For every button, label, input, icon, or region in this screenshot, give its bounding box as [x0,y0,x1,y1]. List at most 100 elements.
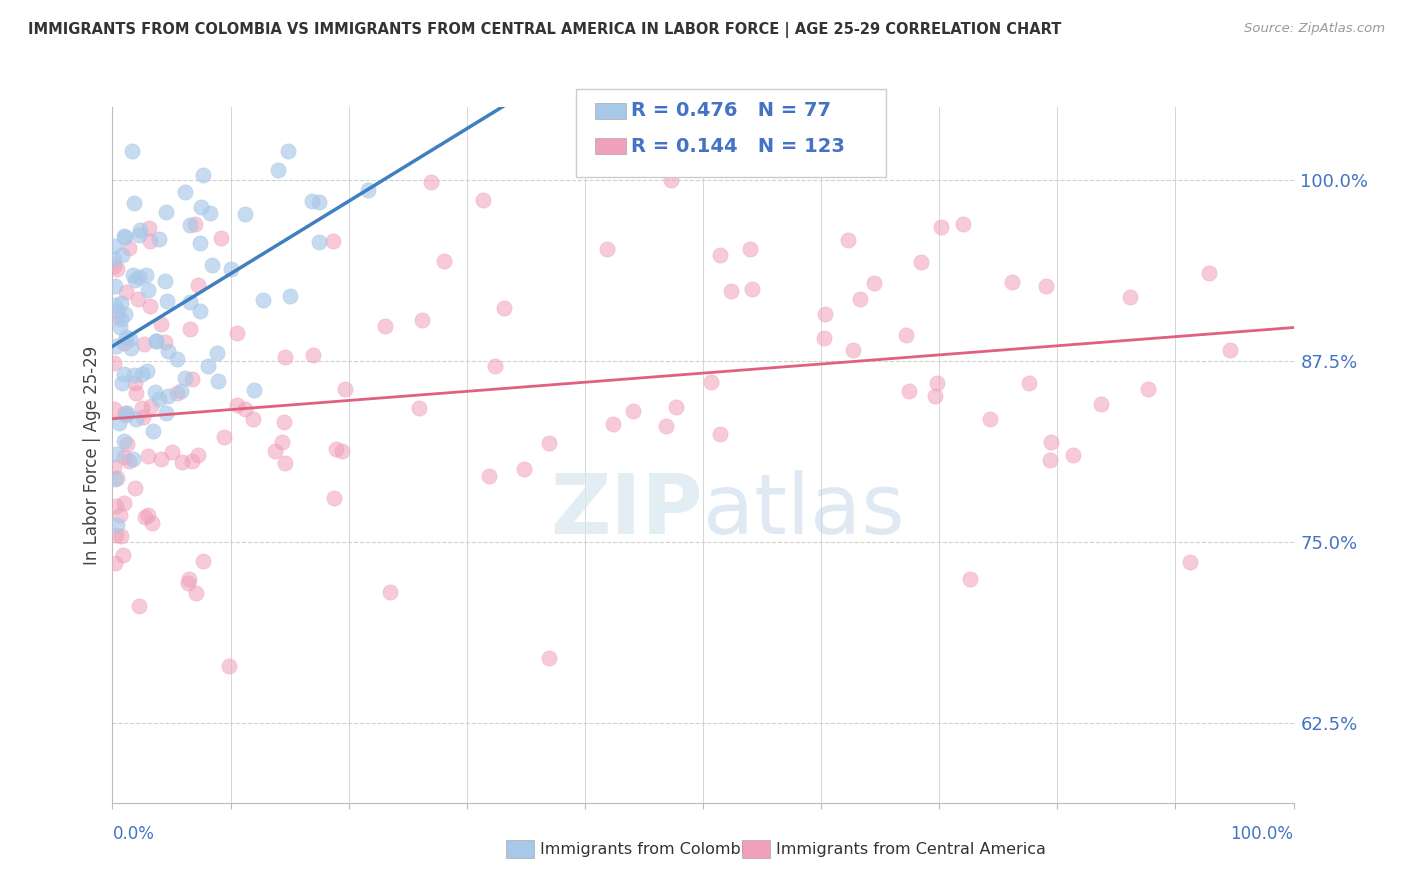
Point [139,299,162,313]
Point [924,389,946,403]
Point [111,248,134,262]
Point [138,283,160,297]
Point [308,194,330,209]
Point [110,312,132,326]
Point [193,168,215,182]
Point [156,343,179,358]
Point [301,194,323,208]
Point [205,345,228,359]
Point [952,218,974,232]
Point [111,376,134,390]
Point [134,510,156,524]
Point [105,471,128,485]
Point [174,186,197,200]
Point [188,304,211,318]
Point [112,335,135,350]
Point [699,376,721,390]
Text: R = 0.144   N = 123: R = 0.144 N = 123 [631,136,845,156]
Point [212,430,235,444]
Text: R = 0.476   N = 77: R = 0.476 N = 77 [631,101,831,120]
Point [103,259,125,273]
Point [492,301,515,316]
Point [114,409,136,423]
Point [197,359,219,374]
Point [157,389,180,403]
Point [894,327,917,342]
Point [121,268,143,283]
Point [114,434,136,448]
Point [472,193,495,207]
Point [419,175,441,189]
Point [104,557,127,571]
Point [127,293,149,307]
Text: 100.0%: 100.0% [1230,825,1294,843]
Point [114,406,136,420]
Point [330,444,353,458]
Point [103,238,125,252]
Point [166,386,188,401]
Point [655,418,678,433]
Point [143,385,166,400]
Point [513,462,536,476]
Point [139,399,162,413]
Point [139,235,162,249]
Point [114,329,136,343]
Point [308,235,330,250]
Point [741,282,763,296]
Point [226,398,249,412]
Point [169,384,191,398]
Point [131,401,153,415]
Point [138,221,160,235]
Point [112,229,135,244]
Point [125,385,148,400]
Point [180,454,202,468]
Point [122,368,145,382]
Point [103,356,125,370]
Point [118,454,141,468]
Point [131,367,153,381]
Point [357,184,380,198]
Point [125,412,148,426]
Point [1018,376,1040,390]
Point [252,293,274,307]
Point [813,331,835,345]
Text: atlas: atlas [703,470,904,551]
Point [267,162,290,177]
Point [187,448,209,462]
Point [709,248,731,262]
Point [659,172,682,186]
Point [129,223,152,237]
Point [121,144,143,158]
Point [148,392,170,406]
Point [150,318,173,332]
Point [184,217,207,231]
Point [665,400,688,414]
Point [198,206,221,220]
Point [160,445,183,459]
Point [242,412,264,426]
Point [979,412,1001,426]
Point [910,255,932,269]
Point [149,451,172,466]
Point [226,326,249,341]
Point [1090,397,1112,411]
Point [959,572,981,586]
Text: IMMIGRANTS FROM COLOMBIA VS IMMIGRANTS FROM CENTRAL AMERICA IN LABOR FORCE | AGE: IMMIGRANTS FROM COLOMBIA VS IMMIGRANTS F… [28,22,1062,38]
Point [112,450,135,464]
Point [155,406,177,420]
Point [1035,278,1057,293]
Point [112,367,135,381]
Text: Source: ZipAtlas.com: Source: ZipAtlas.com [1244,22,1385,36]
Text: ZIP: ZIP [551,470,703,551]
Point [128,228,150,243]
Point [114,229,136,244]
Point [927,376,949,391]
Point [235,207,257,221]
Point [120,341,142,355]
Point [108,508,131,523]
Point [218,658,240,673]
Point [181,372,204,386]
Point [277,144,299,158]
Point [153,335,176,350]
Point [1062,448,1084,462]
